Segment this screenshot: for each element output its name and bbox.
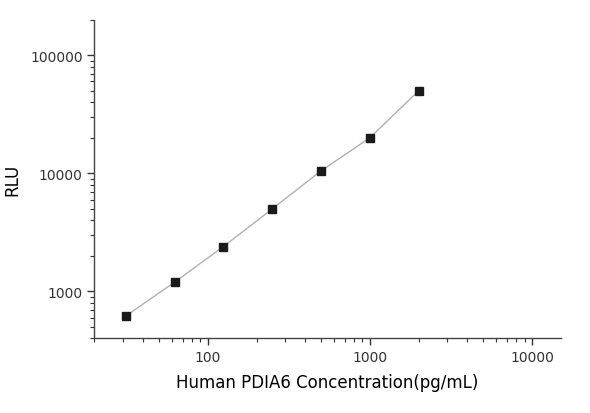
X-axis label: Human PDIA6 Concentration(pg/mL): Human PDIA6 Concentration(pg/mL) — [176, 373, 478, 391]
Y-axis label: RLU: RLU — [4, 164, 22, 196]
